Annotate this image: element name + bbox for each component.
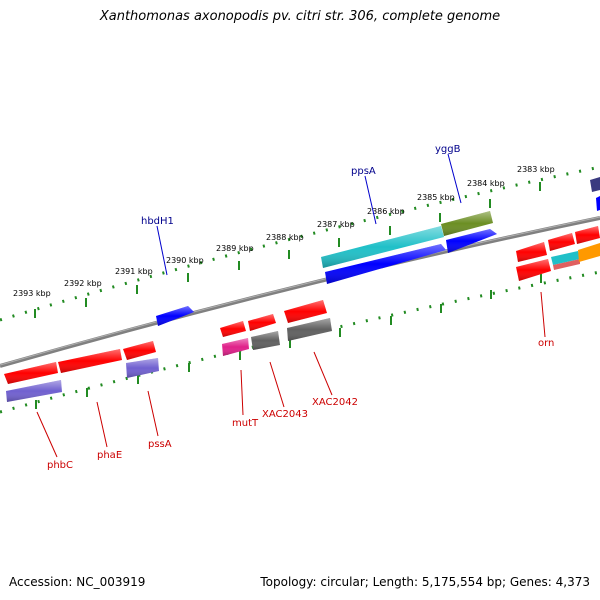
gene-phbC[interactable]	[4, 362, 58, 384]
gene-blue-edge[interactable]	[596, 196, 600, 211]
gene-right-cyan[interactable]	[551, 251, 580, 265]
gene-label-mutT: mutT	[232, 418, 259, 429]
gene-orn-lower[interactable]	[516, 259, 551, 281]
gene-XAC2043[interactable]	[248, 314, 276, 331]
gene-pssA-lower[interactable]	[126, 358, 159, 378]
genome-backbone	[0, 216, 600, 368]
gene-ppsA-second[interactable]	[325, 244, 446, 284]
gene-mutT-lower[interactable]	[222, 338, 249, 356]
gene-right-orange[interactable]	[578, 243, 600, 262]
gene-mutT[interactable]	[220, 321, 246, 337]
gene-label-XAC2043: XAC2043	[262, 409, 308, 420]
map-title: Xanthomonas axonopodis pv. citri str. 30…	[99, 9, 501, 24]
tick-label: 2393 kbp	[13, 289, 51, 298]
tick-label: 2392 kbp	[64, 279, 102, 288]
gene-label-hbdH1: hbdH1	[141, 216, 174, 227]
tick-label: 2387 kbp	[317, 220, 355, 229]
gene-label-phbC: phbC	[47, 460, 73, 471]
gene-navy-edge[interactable]	[590, 177, 600, 192]
gene-XAC2043-lower[interactable]	[251, 331, 280, 350]
gene-label-orn: orn	[538, 338, 554, 349]
gene-right-red-1[interactable]	[548, 233, 575, 251]
gene-yggB[interactable]	[441, 211, 493, 236]
gene-phaE[interactable]	[58, 349, 122, 373]
tick-label: 2391 kbp	[115, 267, 153, 276]
tick-label: 2385 kbp	[417, 193, 455, 202]
gene-label-phaE: phaE	[97, 450, 122, 461]
gene-orn[interactable]	[516, 242, 547, 262]
gene-ppsA[interactable]	[321, 226, 444, 268]
leader-lines-top	[156, 153, 462, 276]
tick-label: 2389 kbp	[216, 244, 254, 253]
leader-lines-bottom	[36, 291, 546, 458]
tick-label: 2383 kbp	[517, 165, 555, 174]
gene-XAC2042-lower[interactable]	[287, 318, 332, 341]
gene-pssA[interactable]	[123, 341, 156, 360]
topology-text: Topology: circular; Length: 5,175,554 bp…	[260, 575, 590, 589]
gene-upper-blue-right[interactable]	[446, 229, 497, 253]
gene-right-pink[interactable]	[553, 259, 580, 270]
gene-phbC-lower[interactable]	[6, 380, 62, 402]
tick-marks-lower	[35, 274, 542, 409]
tick-label: 2390 kbp	[166, 256, 204, 265]
gene-XAC2042[interactable]	[284, 300, 327, 323]
gene-label-XAC2042: XAC2042	[312, 397, 358, 408]
tick-label: 2386 kbp	[367, 207, 405, 216]
upper-track	[0, 165, 600, 322]
gene-hbdH1[interactable]	[156, 306, 194, 326]
gene-label-pssA: pssA	[148, 439, 172, 450]
gene-label-yggB: yggB	[435, 144, 461, 155]
gene-label-ppsA: ppsA	[351, 166, 376, 177]
tick-label: 2388 kbp	[266, 233, 304, 242]
tick-marks	[34, 182, 541, 318]
tick-label: 2384 kbp	[467, 179, 505, 188]
accession-text: Accession: NC_003919	[9, 575, 146, 589]
gene-right-red-2[interactable]	[575, 226, 600, 244]
